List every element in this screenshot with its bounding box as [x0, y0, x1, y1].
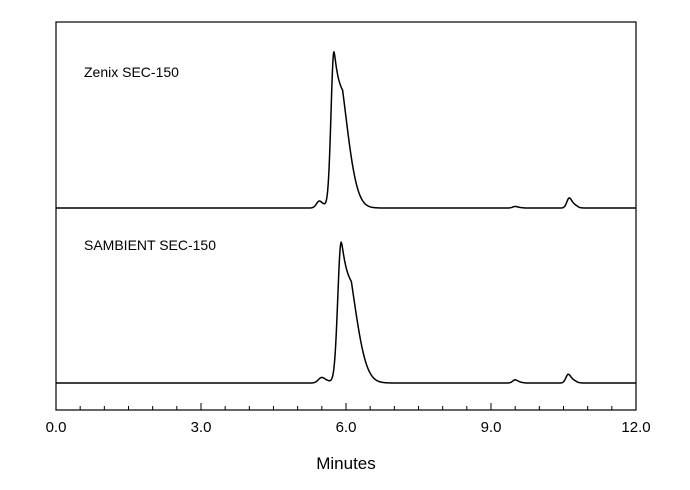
series-label-sambient: SAMBIENT SEC-150	[84, 237, 216, 253]
x-tick-label: 3.0	[191, 419, 212, 436]
x-tick-label: 9.0	[481, 419, 502, 436]
traces	[55, 51, 637, 384]
series-label-zenix: Zenix SEC-150	[84, 64, 179, 80]
trace-zenix	[55, 51, 637, 209]
plot-frame	[55, 21, 637, 411]
x-tick-label: 6.0	[336, 419, 357, 436]
trace-sambient	[55, 241, 637, 384]
x-axis-title: Minutes	[316, 454, 376, 473]
series-labels: Zenix SEC-150 SAMBIENT SEC-150	[84, 64, 216, 253]
x-axis-ticks	[55, 403, 637, 410]
x-tick-label: 12.0	[621, 419, 650, 436]
x-tick-label: 0.0	[46, 419, 67, 436]
x-axis-tick-labels: 0.0 3.0 6.0 9.0 12.0	[46, 419, 651, 436]
